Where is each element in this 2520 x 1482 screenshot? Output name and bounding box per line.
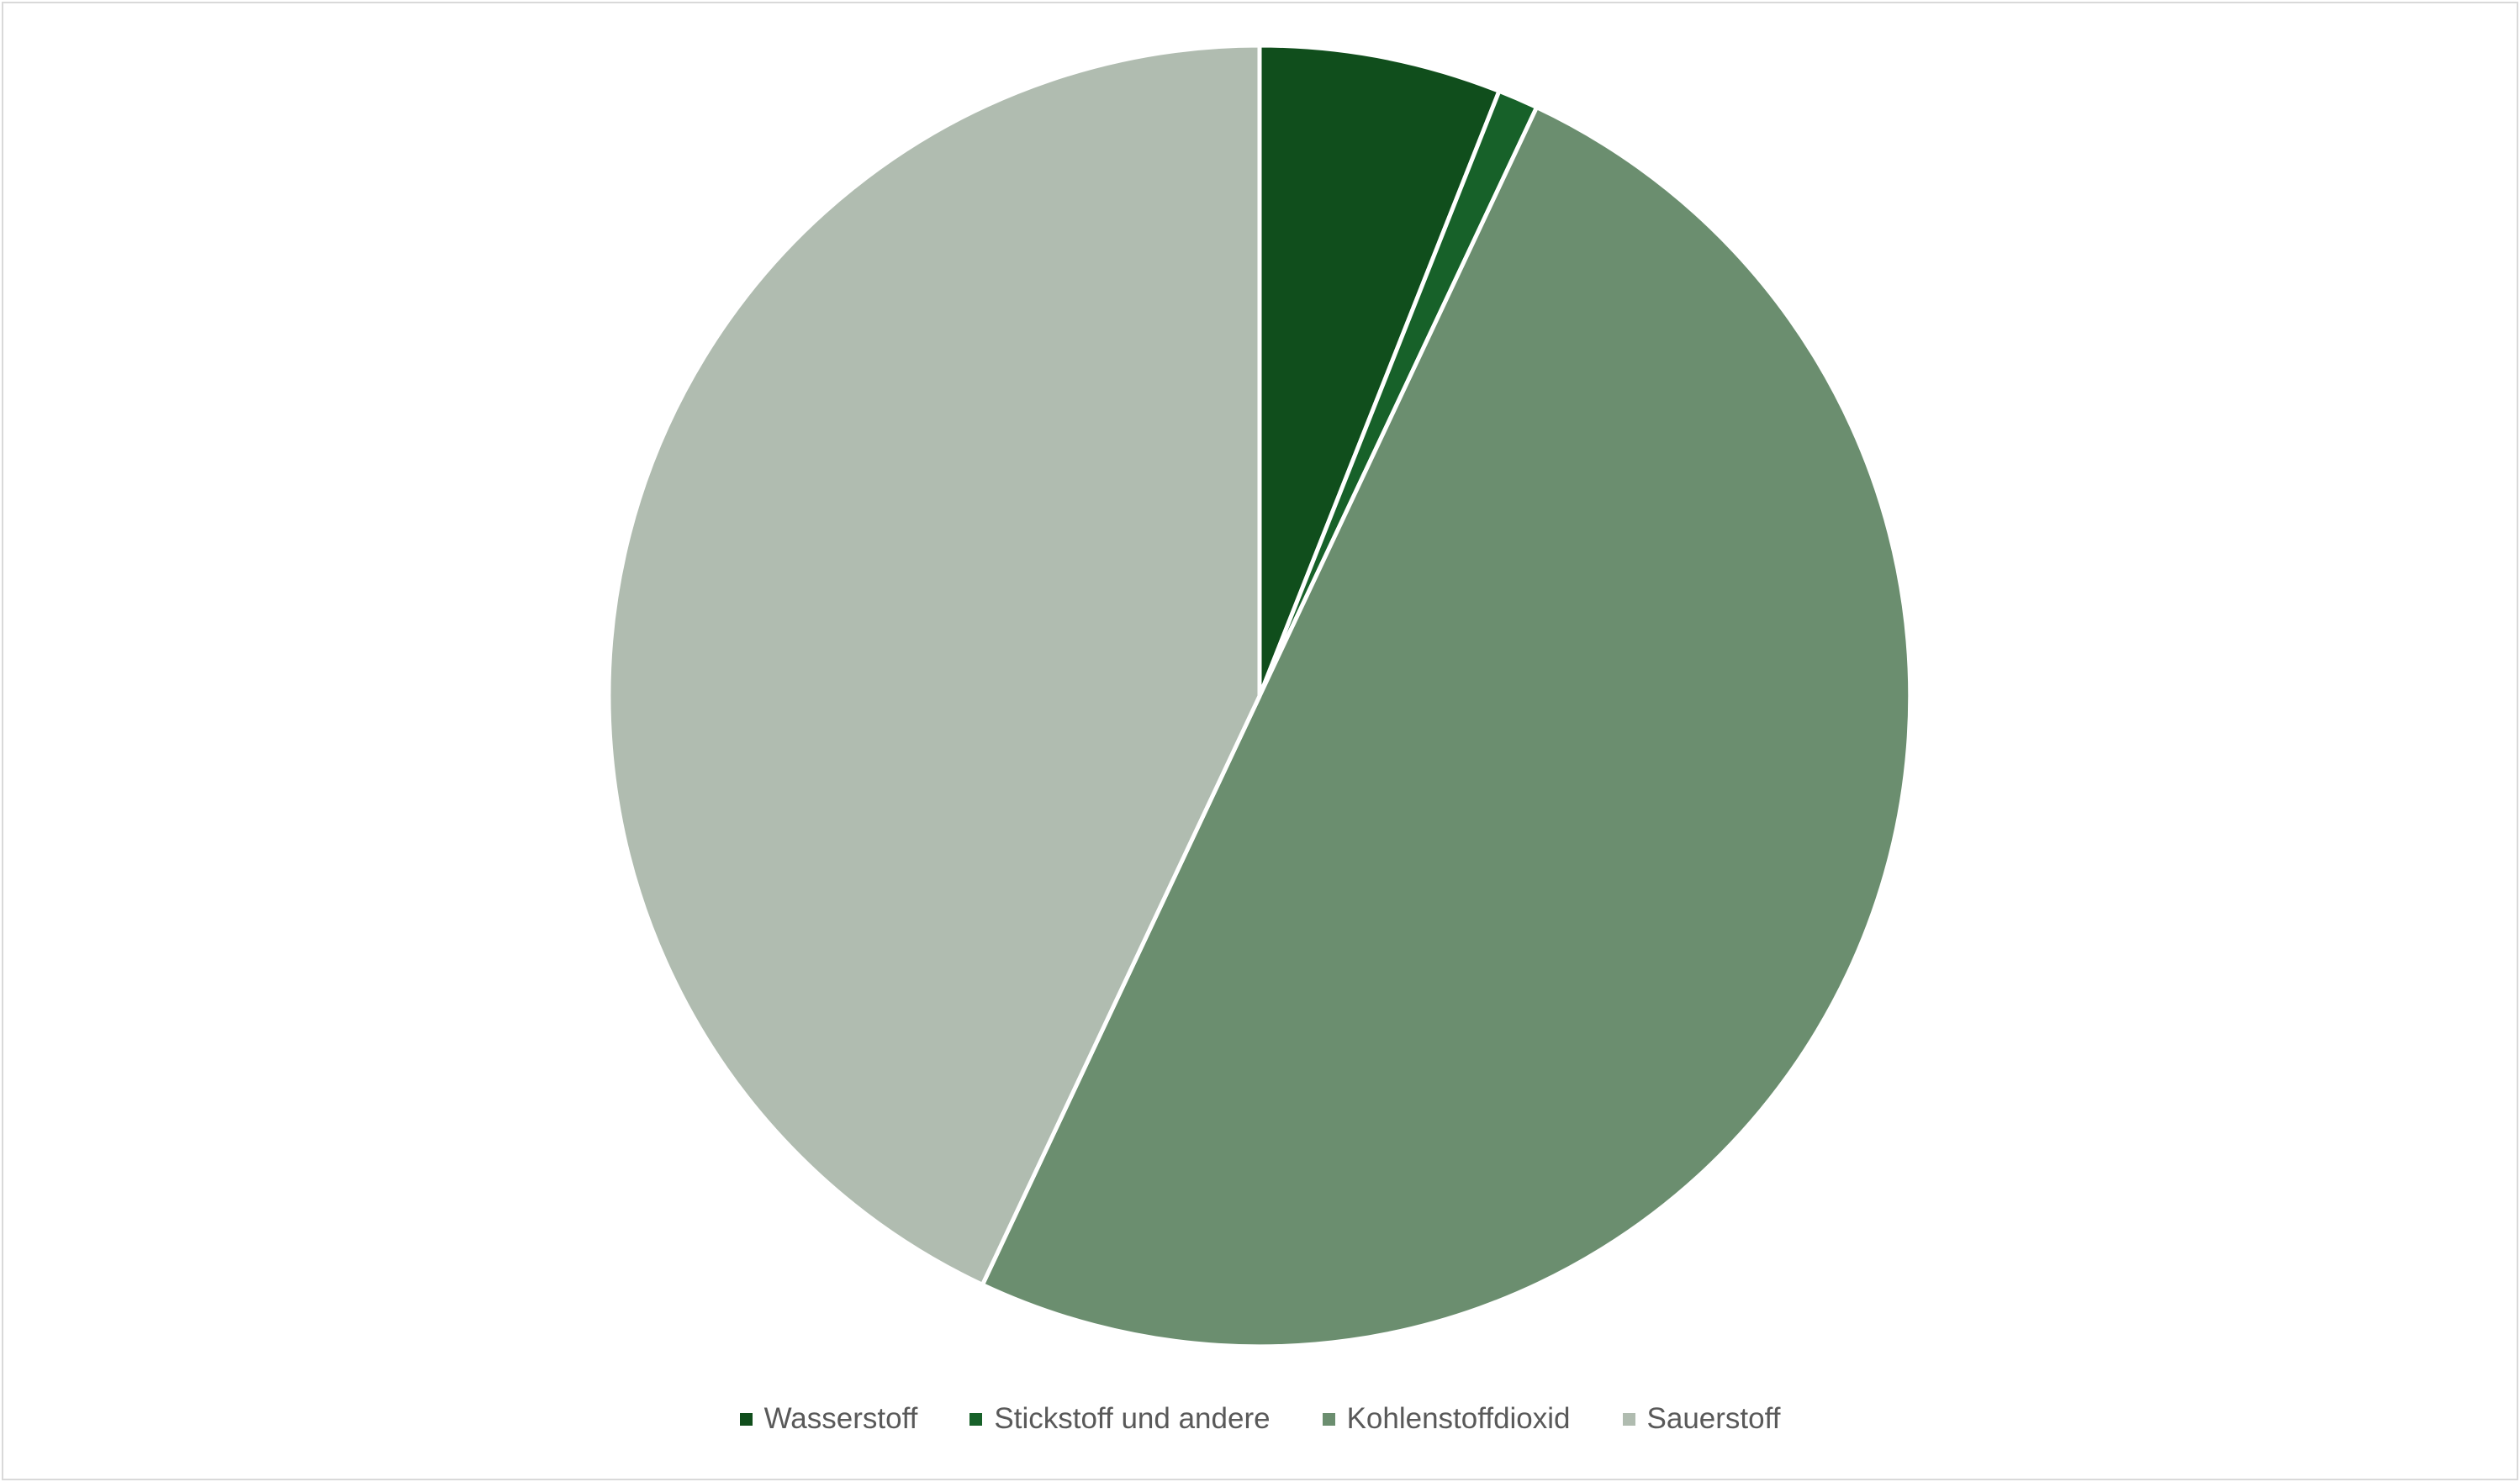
legend-label: Kohlenstoffdioxid bbox=[1346, 1402, 1571, 1435]
pie-slice-wasserstoff bbox=[1257, 43, 1502, 699]
legend-swatch bbox=[969, 1412, 983, 1426]
legend-label: Wasserstoff bbox=[763, 1402, 918, 1435]
legend-label: Stickstoff und andere bbox=[994, 1402, 1271, 1435]
legend-swatch bbox=[739, 1412, 753, 1426]
legend-item: Stickstoff und andere bbox=[969, 1402, 1271, 1436]
pie-slice-kohlenstoffdioxid bbox=[980, 105, 1913, 1349]
pie-slice-sauerstoff bbox=[606, 43, 1262, 1287]
legend-swatch bbox=[1622, 1412, 1635, 1426]
legend-item: Wasserstoff bbox=[739, 1402, 918, 1436]
legend: Wasserstoff Stickstoff und andere Kohlenst… bbox=[0, 1402, 2520, 1436]
legend-item: Kohlenstoffdioxid bbox=[1322, 1402, 1571, 1436]
legend-item: Sauerstoff bbox=[1622, 1402, 1781, 1436]
legend-swatch bbox=[1322, 1412, 1335, 1426]
legend-label: Sauerstoff bbox=[1646, 1402, 1781, 1435]
